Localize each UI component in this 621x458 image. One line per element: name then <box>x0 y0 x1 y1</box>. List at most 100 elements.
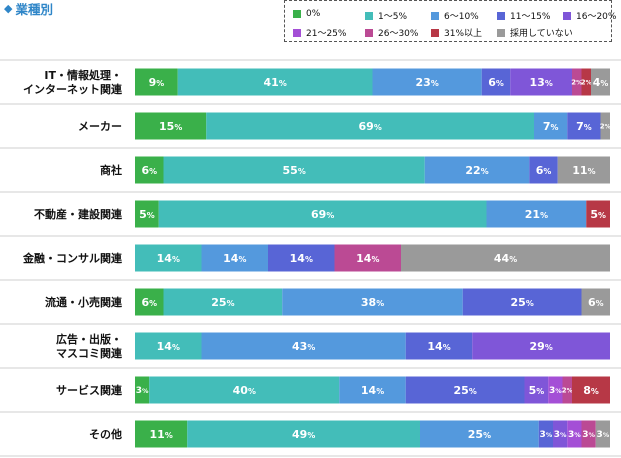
legend-item: 11〜15% <box>497 9 550 22</box>
category-label: メーカー <box>78 120 122 133</box>
bar-segment <box>581 288 610 316</box>
legend-item: 16〜20% <box>563 9 616 22</box>
legend-item: 21〜25% <box>293 26 346 39</box>
data-label: 6% <box>588 296 604 309</box>
data-label: 69% <box>359 120 382 133</box>
category-label: マスコミ関連 <box>56 346 123 360</box>
bar-segment <box>135 420 188 448</box>
bar-segment <box>600 112 610 140</box>
data-label: 11% <box>572 164 595 177</box>
bar-segment <box>567 420 582 448</box>
data-label: 2% <box>581 79 592 87</box>
legend-label: 21〜25% <box>306 29 347 39</box>
bar-segment <box>472 332 610 360</box>
data-label: 11% <box>150 428 173 441</box>
bar-segment <box>163 288 283 316</box>
bar-segment <box>581 420 596 448</box>
data-label: 55% <box>283 164 306 177</box>
bar-segment <box>420 420 539 448</box>
legend: 0% 1〜5% 6〜10% 11〜15% 16〜20% 21〜25% 26〜30% 31%以上… <box>284 0 616 42</box>
data-label: 6% <box>488 76 504 89</box>
bar-segment <box>135 156 164 184</box>
legend-label: 1〜5% <box>378 12 408 22</box>
bar-segment <box>135 200 159 228</box>
data-label: 13% <box>530 76 553 89</box>
category-label: 広告・出版・ <box>56 332 122 346</box>
legend-item: 1〜5% <box>365 9 407 22</box>
category-label: 不動産・建設関連 <box>34 207 123 221</box>
data-label: 69% <box>311 208 334 221</box>
data-label: 40% <box>233 384 256 397</box>
data-label: 3% <box>136 386 149 396</box>
legend-swatch <box>497 11 505 20</box>
legend-label: 採用していない <box>510 29 573 39</box>
legend-label: 26〜30% <box>378 29 419 39</box>
data-label: 9% <box>149 76 165 89</box>
data-label: 5% <box>139 208 155 221</box>
category-label: 流通・小売関連 <box>45 295 123 309</box>
legend-swatch <box>293 28 301 37</box>
bar-segment <box>282 288 463 316</box>
data-label: 3% <box>549 386 562 396</box>
bar-segment <box>135 68 178 96</box>
category-label: インターネット関連 <box>23 82 123 96</box>
data-label: 44% <box>494 252 517 265</box>
data-label: 6% <box>141 164 157 177</box>
data-label: 3% <box>597 430 610 440</box>
data-label: 21% <box>525 208 548 221</box>
legend-label: 6〜10% <box>444 12 479 22</box>
data-label: 3% <box>582 430 595 440</box>
data-label: 25% <box>468 428 491 441</box>
bar-segment <box>567 112 601 140</box>
bar-segment <box>529 156 558 184</box>
category-label: IT・情報処理・ <box>44 68 122 82</box>
bar-segment <box>339 376 406 404</box>
bar-segment <box>149 376 340 404</box>
category-label: サービス関連 <box>56 383 123 397</box>
data-label: 2% <box>600 123 611 131</box>
bar-segment <box>158 200 487 228</box>
chart-title-text: 業種別 <box>15 1 53 17</box>
data-label: 43% <box>292 340 315 353</box>
legend-item: 31%以上 <box>431 26 482 39</box>
bar-segment <box>334 244 401 272</box>
bar-segment <box>401 244 610 272</box>
legend-label: 0% <box>306 9 321 19</box>
category-label: 金融・コンサル関連 <box>22 251 123 265</box>
data-label: 14% <box>290 252 313 265</box>
data-label: 4% <box>593 76 609 89</box>
bar-segment <box>486 200 587 228</box>
bar-segment <box>548 376 563 404</box>
data-label: 14% <box>361 384 384 397</box>
bar-segment <box>572 376 610 404</box>
legend-swatch <box>365 11 373 20</box>
bar-segment <box>595 420 610 448</box>
data-label: 2% <box>571 79 582 87</box>
data-label: 22% <box>465 164 488 177</box>
bar-segment <box>572 68 582 96</box>
legend-item: 26〜30% <box>365 26 418 39</box>
bar-segment <box>187 420 420 448</box>
bar-segment <box>135 244 202 272</box>
legend-swatch <box>563 11 571 20</box>
data-label: 5% <box>529 384 545 397</box>
data-label: 29% <box>530 340 553 353</box>
chart-title: ◆ 業種別 <box>4 0 53 17</box>
category-label: 商社 <box>100 163 122 177</box>
data-label: 14% <box>157 252 180 265</box>
data-label: 7% <box>576 120 592 133</box>
bar-segment <box>177 68 373 96</box>
legend-label: 31%以上 <box>444 29 483 39</box>
legend-item: 0% <box>293 9 320 19</box>
bar-segment <box>405 332 473 360</box>
data-label: 5% <box>590 208 606 221</box>
data-label: 14% <box>427 340 450 353</box>
legend-swatch <box>293 10 301 18</box>
bar-segment <box>510 68 572 96</box>
bar-segment <box>538 420 553 448</box>
legend-item: 6〜10% <box>431 9 479 22</box>
legend-label: 11〜15% <box>510 12 551 22</box>
bar-segment <box>524 376 549 404</box>
data-label: 7% <box>543 120 559 133</box>
data-label: 41% <box>264 76 287 89</box>
